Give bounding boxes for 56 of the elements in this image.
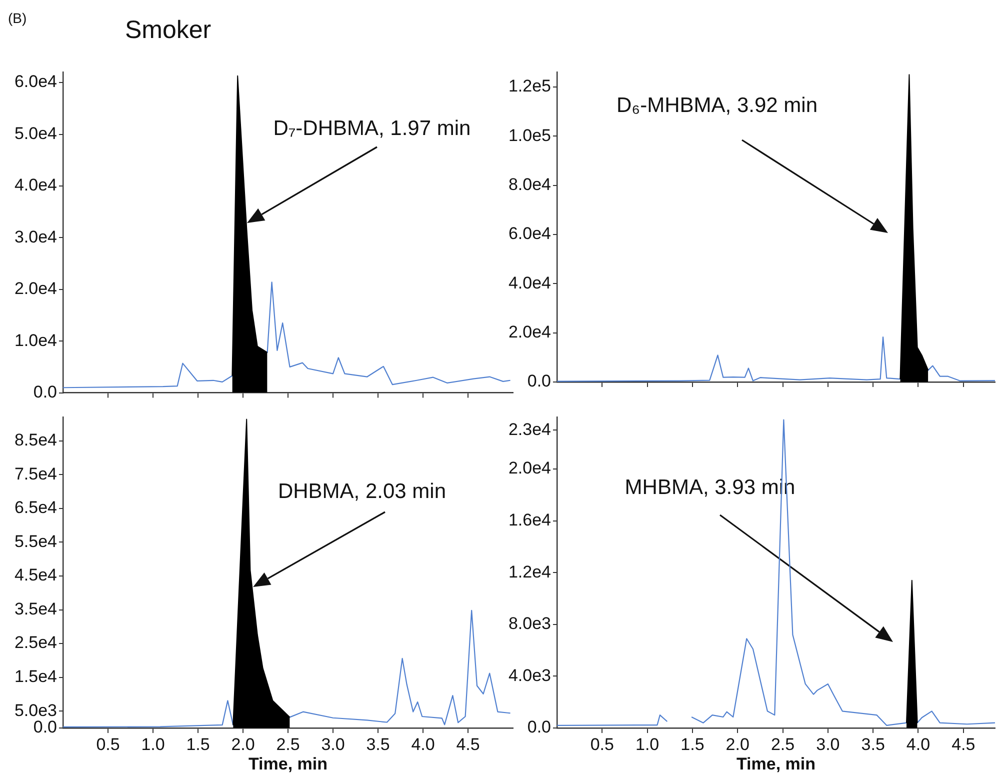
y-tick-label: 8.0e4 — [508, 174, 551, 194]
x-tick-label: 1.5 — [186, 734, 210, 754]
y-tick-label: 1.0e4 — [14, 330, 57, 350]
x-tick-label: 2.0 — [231, 734, 255, 754]
y-tick-label: 5.0e4 — [14, 124, 57, 143]
y-tick-label: 0.0 — [33, 382, 57, 402]
annotation: DHBMA, 2.03 min — [278, 480, 446, 502]
x-tick-label: 0.5 — [96, 734, 120, 754]
x-tick-label: 4.0 — [411, 734, 435, 754]
x-tick-label: 2.5 — [276, 734, 300, 754]
y-tick-label: 0.0 — [527, 372, 551, 391]
y-tick-label: 3.0e4 — [14, 227, 57, 246]
y-tick-label: 8.5e4 — [14, 430, 57, 450]
y-tick-label: 2.5e4 — [14, 633, 57, 652]
x-tick-label: 3.0 — [321, 734, 345, 754]
y-tick-label: 0.0 — [527, 718, 551, 737]
y-tick-label: 6.0e4 — [14, 72, 57, 92]
x-tick-label: 4.5 — [456, 734, 480, 754]
x-tick-label: 4.5 — [952, 734, 976, 754]
x-tick-label: 2.5 — [770, 734, 795, 754]
y-tick-label: 1.6e4 — [508, 510, 551, 530]
y-tick-label: 1.0e5 — [508, 126, 551, 145]
y-tick-label: 4.0e4 — [14, 176, 57, 195]
y-tick-label: 3.5e4 — [14, 599, 57, 618]
y-tick-label: 6.5e4 — [14, 498, 57, 518]
y-tick-label: 7.5e4 — [14, 464, 57, 484]
y-tick-label: 2.3e4 — [508, 420, 551, 439]
y-tick-label: 6.0e4 — [508, 224, 551, 244]
text: (B) — [8, 10, 27, 26]
y-tick-label: 4.0e3 — [508, 666, 551, 685]
x-tick-label: 3.0 — [816, 734, 840, 754]
y-tick-label: 4.0e4 — [508, 273, 551, 292]
annotation: D₆-MHBMA, 3.92 min — [616, 94, 818, 116]
y-tick-label: 5.5e4 — [14, 532, 57, 551]
x-tick-label: 1.5 — [680, 734, 704, 754]
x-tick-label: 1.0 — [141, 734, 165, 754]
y-tick-label: 8.0e3 — [508, 614, 551, 634]
x-tick-label: 1.0 — [635, 734, 660, 754]
y-tick-label: 1.5e4 — [14, 667, 57, 686]
y-tick-label: 2.0e4 — [508, 322, 551, 342]
x-tick-label: 0.5 — [590, 734, 614, 754]
x-tick-label: 3.5 — [861, 734, 885, 754]
y-tick-label: 0.0 — [33, 718, 57, 737]
y-tick-label: 1.2e5 — [508, 76, 551, 96]
y-tick-label: 4.5e4 — [14, 566, 57, 585]
y-tick-label: 1.2e4 — [508, 562, 551, 582]
y-tick-label: 2.0e4 — [508, 458, 551, 478]
x-axis-title: Time, min — [248, 754, 328, 774]
annotation: D₇-DHBMA, 1.97 min — [273, 116, 471, 140]
chart-title: Smoker — [125, 16, 212, 44]
x-axis-title: Time, min — [736, 754, 816, 774]
y-tick-label: 5.0e3 — [14, 700, 57, 720]
x-tick-label: 2.0 — [726, 734, 750, 754]
x-tick-label: 3.5 — [366, 734, 390, 754]
x-tick-label: 4.0 — [906, 734, 930, 754]
y-tick-label: 2.0e4 — [14, 279, 57, 298]
